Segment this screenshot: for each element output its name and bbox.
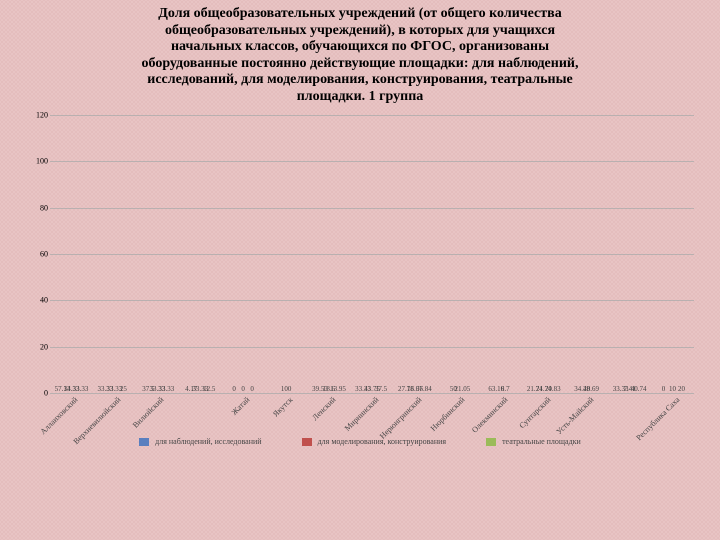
legend-swatch xyxy=(486,438,496,446)
y-tick: 120 xyxy=(26,111,48,120)
data-label: 33.33 xyxy=(73,385,89,393)
data-label: 21.05 xyxy=(454,385,470,393)
x-tick: Аллаиховский xyxy=(37,393,80,436)
x-tick: Нерюнгринский xyxy=(376,393,424,441)
x-tick: Жатай xyxy=(228,393,252,417)
bar-chart: 02040608010012057.1433.3333.33Аллаиховск… xyxy=(22,115,698,435)
legend-label: театральные площадки xyxy=(502,437,581,446)
data-label: 36.84 xyxy=(416,385,432,393)
data-label: 40.74 xyxy=(631,385,647,393)
legend-item: театральные площадки xyxy=(486,437,581,446)
plot-area: 02040608010012057.1433.3333.33Аллаиховск… xyxy=(50,115,694,393)
data-label: 0 xyxy=(241,385,245,393)
x-tick: Усть-Майский xyxy=(552,393,595,436)
y-tick: 40 xyxy=(26,296,48,305)
data-label: 0 xyxy=(232,385,236,393)
y-tick: 0 xyxy=(26,389,48,398)
y-tick: 20 xyxy=(26,342,48,351)
data-label: 20.83 xyxy=(545,385,561,393)
x-tick: Якутск xyxy=(269,393,295,419)
x-tick: Вилюйский xyxy=(129,393,166,430)
data-label: 37.5 xyxy=(375,385,387,393)
legend-label: для наблюдений, исследований xyxy=(155,437,261,446)
x-tick: Олекминский xyxy=(468,393,510,435)
data-label: 20 xyxy=(678,385,685,393)
chart-title: Доля общеобразовательных учреждений (от … xyxy=(0,0,720,107)
data-label: 0 xyxy=(662,385,666,393)
y-tick: 80 xyxy=(26,203,48,212)
data-label: 8.7 xyxy=(501,385,510,393)
x-tick: Мирнинский xyxy=(341,393,381,433)
x-tick: Республика Саха xyxy=(632,393,681,442)
y-tick: 60 xyxy=(26,250,48,259)
data-label: 25 xyxy=(120,385,127,393)
data-label: 20.69 xyxy=(583,385,599,393)
legend: для наблюдений, исследований для моделиро… xyxy=(0,437,720,446)
data-label: 33.33 xyxy=(158,385,174,393)
y-tick: 100 xyxy=(26,157,48,166)
x-tick: Ленский xyxy=(308,393,337,422)
x-tick: Нюрбинский xyxy=(426,393,466,433)
legend-item: для моделирования, конструирования xyxy=(302,437,446,446)
legend-item: для наблюдений, исследований xyxy=(139,437,261,446)
data-label: 0 xyxy=(250,385,254,393)
data-label: 13.95 xyxy=(330,385,346,393)
data-label: 100 xyxy=(281,385,292,393)
x-tick: Сунтарский xyxy=(515,393,552,430)
data-label: 12.5 xyxy=(203,385,215,393)
legend-swatch xyxy=(139,438,149,446)
legend-swatch xyxy=(302,438,312,446)
